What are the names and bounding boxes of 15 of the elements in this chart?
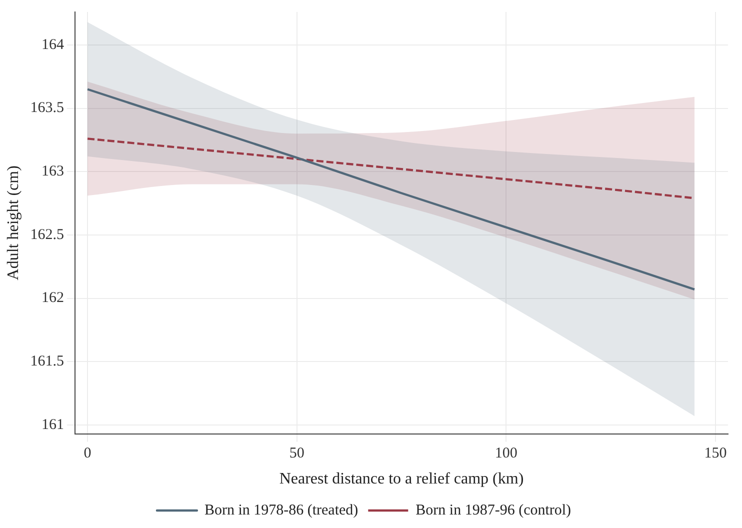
y-tick-label: 163 bbox=[41, 164, 64, 180]
x-tick-label: 0 bbox=[84, 446, 92, 462]
x-tick-label: 150 bbox=[704, 446, 727, 462]
y-tick-label: 161 bbox=[41, 416, 64, 433]
x-axis-title: Nearest distance to a relief camp (km) bbox=[279, 470, 524, 488]
y-axis-title: Adult height (cm) bbox=[4, 166, 22, 280]
legend-label: Born in 1978-86 (treated) bbox=[204, 502, 358, 518]
x-tick-label: 100 bbox=[494, 446, 518, 462]
y-tick-label: 161.5 bbox=[30, 354, 64, 370]
y-tick-label: 162 bbox=[41, 290, 64, 306]
x-tick-label: 50 bbox=[289, 446, 304, 462]
y-tick-label: 163.5 bbox=[30, 100, 64, 116]
y-tick-label: 164 bbox=[41, 36, 64, 53]
y-tick-label: 162.5 bbox=[30, 226, 64, 243]
legend-label: Born in 1987-96 (control) bbox=[416, 502, 572, 518]
